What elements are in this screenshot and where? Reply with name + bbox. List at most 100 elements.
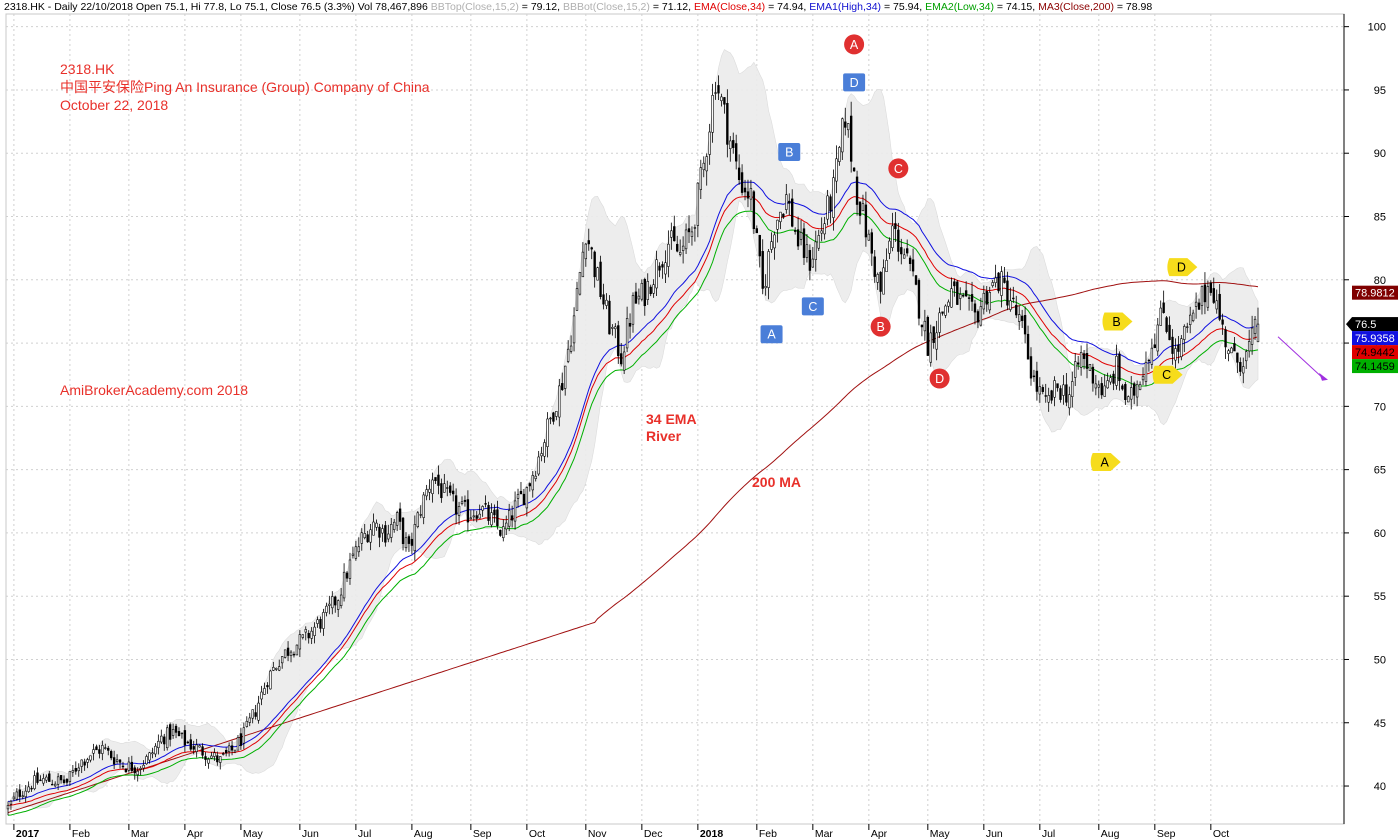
candle-body [92, 749, 95, 754]
price-tag: 75.9358 [1352, 331, 1398, 346]
candle-body [985, 291, 988, 305]
candle-body [478, 513, 481, 519]
candle-body [1233, 343, 1236, 352]
candle-body [469, 517, 473, 520]
candle-body [319, 619, 322, 629]
candle-body [98, 749, 101, 754]
pattern-label-text: A [850, 38, 859, 52]
candle-body [1029, 356, 1033, 379]
candle-body [446, 487, 449, 489]
candle-body [1191, 312, 1195, 321]
candle-body [360, 532, 363, 544]
candle-body [219, 756, 222, 763]
pattern-label-box [760, 325, 783, 344]
candle-body [861, 203, 865, 212]
candle-body [631, 295, 635, 325]
header-quote: 2318.HK - Daily 22/10/2018 Open 75.1, Hi… [4, 1, 428, 13]
candle-body [844, 121, 847, 128]
candle-body [313, 626, 316, 636]
candle-body [496, 509, 499, 527]
candle-body [316, 619, 319, 624]
candle-body [708, 131, 711, 155]
candle-body [717, 85, 720, 94]
candle-body [1068, 394, 1071, 409]
candle-body [867, 233, 871, 241]
candle-body [298, 634, 302, 650]
candle-body [398, 508, 402, 522]
candle-body [354, 546, 358, 559]
candle-body [393, 521, 396, 530]
x-tick-label: May [243, 828, 264, 840]
candle-body [676, 243, 679, 252]
candle-body [186, 741, 190, 744]
candle-body [950, 288, 953, 308]
candle-body [130, 761, 134, 771]
price-tag-text: 74.1459 [1355, 361, 1395, 373]
candle-body [342, 571, 346, 599]
candle-body [964, 290, 968, 297]
candle-body [9, 800, 13, 805]
candle-body [519, 490, 523, 495]
candle-body [18, 789, 21, 797]
candle-body [997, 272, 1000, 292]
candle-body [112, 757, 116, 765]
candle-body [578, 272, 582, 295]
candle-body [410, 538, 414, 546]
candle-body [634, 291, 638, 304]
candle-body [24, 790, 27, 798]
candle-body [275, 667, 278, 670]
candle-body [811, 258, 815, 268]
candle-body [490, 512, 493, 526]
candle-body [770, 241, 773, 250]
candle-body [83, 761, 86, 766]
candle-body [328, 603, 331, 606]
candle-body [991, 282, 994, 286]
candles [6, 75, 1260, 816]
candle-body [148, 752, 151, 761]
candle-body [1032, 375, 1036, 378]
candle-body [210, 755, 213, 759]
candle-body [864, 204, 868, 238]
forecast-arrow-head [1319, 372, 1328, 381]
candle-body [1094, 383, 1098, 389]
pattern-label-box [778, 142, 801, 161]
candle-body [994, 277, 997, 284]
candle-body [882, 267, 885, 295]
candle-body [89, 755, 92, 761]
candle-body [487, 505, 490, 521]
candle-body [620, 353, 623, 365]
y-tick-label: 55 [1374, 591, 1386, 603]
candle-body [699, 167, 702, 190]
candle-body [746, 191, 750, 199]
candle-body [561, 383, 564, 390]
forecast-arrow [1277, 336, 1323, 378]
candle-body [817, 235, 820, 249]
candle-body [387, 533, 390, 540]
ema-high-line [7, 181, 1259, 802]
candle-body [1221, 319, 1224, 325]
candle-body [1074, 361, 1077, 378]
candle-body [1020, 315, 1024, 321]
candle-body [652, 284, 655, 294]
candle-body [826, 195, 829, 220]
candle-body [77, 767, 80, 772]
pattern-label-box [801, 297, 824, 316]
pattern-label-red: A [844, 34, 865, 55]
x-tick-label: Apr [187, 828, 204, 840]
pattern-label-blue: C [801, 297, 824, 316]
ma200-line [7, 280, 1259, 814]
candle-body [976, 311, 980, 323]
candle-body [531, 475, 534, 491]
candle-body [637, 295, 641, 300]
pattern-label-text: B [876, 320, 884, 334]
price-tag-text: 74.9442 [1355, 347, 1395, 359]
candle-body [752, 191, 756, 229]
candle-body [390, 524, 393, 538]
price-tag: 76.5 [1346, 317, 1398, 332]
candle-body [773, 234, 776, 249]
pattern-labels: A D B C C A B D D B C A [760, 34, 1198, 472]
candle-body [788, 200, 791, 204]
candle-body [569, 345, 573, 352]
pattern-label-text: C [894, 162, 903, 176]
candle-body [449, 485, 452, 493]
